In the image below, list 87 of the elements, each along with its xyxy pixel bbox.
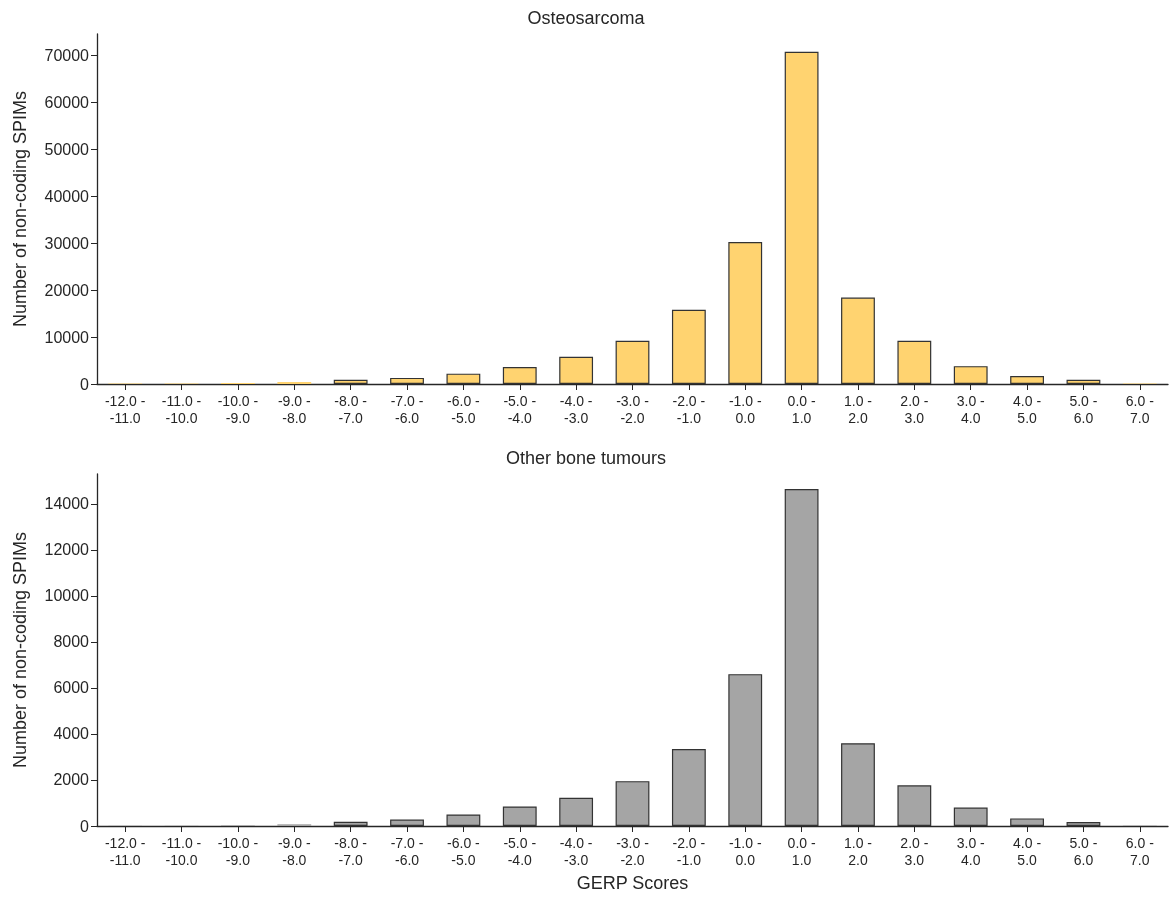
bar <box>953 807 988 826</box>
x-tick-label: -5.0 - -4.0 <box>503 392 537 426</box>
x-tick-label: -10.0 - -9.0 <box>217 834 259 868</box>
x-tick-label: -4.0 - -3.0 <box>559 392 593 426</box>
x-tick-label: 5.0 - 6.0 <box>1069 392 1098 426</box>
x-axis-title: GERP Scores <box>576 873 689 893</box>
y-tick-label: 10000 <box>44 328 90 346</box>
x-tick-label: -4.0 - -3.0 <box>559 834 593 868</box>
bar <box>615 340 650 384</box>
bar <box>559 797 594 826</box>
x-tick-label: 4.0 - 5.0 <box>1013 834 1042 868</box>
x-tick-label: -11.0 - -10.0 <box>161 392 202 426</box>
x-tick-label: -9.0 - -8.0 <box>277 834 311 868</box>
x-tick-label: -11.0 - -10.0 <box>161 834 202 868</box>
x-tick-label: -7.0 - -6.0 <box>390 834 424 868</box>
x-tick-label: 5.0 - 6.0 <box>1069 834 1098 868</box>
bar <box>671 748 706 826</box>
y-tick-label: 12000 <box>44 541 90 559</box>
x-tick-label: 3.0 - 4.0 <box>956 392 986 426</box>
bar <box>446 814 481 826</box>
bar <box>897 785 932 826</box>
x-tick-label: 2.0 - 3.0 <box>900 834 929 868</box>
y-tick-label: 4000 <box>53 725 90 743</box>
bar <box>784 488 819 826</box>
x-tick-label: -6.0 - -5.0 <box>447 834 481 868</box>
x-tick-label: 3.0 - 4.0 <box>956 834 986 868</box>
x-tick-label: -7.0 - -6.0 <box>390 392 424 426</box>
y-tick-label: 30000 <box>44 234 90 252</box>
x-tick-label: -9.0 - -8.0 <box>277 392 311 426</box>
bar <box>841 743 875 826</box>
x-tick-label: 1.0 - 2.0 <box>843 392 873 426</box>
y-tick-label: 20000 <box>44 281 90 299</box>
x-tick-label: -3.0 - -2.0 <box>616 834 650 868</box>
y-tick-label: 6000 <box>53 679 90 697</box>
x-tick-label: 4.0 - 5.0 <box>1013 392 1042 426</box>
x-tick-label: 0.0 - 1.0 <box>787 392 816 426</box>
x-tick-label: -8.0 - -7.0 <box>334 834 368 868</box>
bar <box>390 377 424 384</box>
y-tick-label: 60000 <box>44 93 90 111</box>
bar <box>728 674 763 826</box>
bar <box>502 806 537 826</box>
y-axis-title: Number of non-coding SPIMs <box>10 90 30 328</box>
x-tick-label: 6.0 - 7.0 <box>1125 834 1155 868</box>
y-tick-label: 40000 <box>44 187 90 205</box>
y-tick-label: 50000 <box>44 140 90 158</box>
x-tick-label: 2.0 - 3.0 <box>900 392 929 426</box>
x-tick-label: -10.0 - -9.0 <box>217 392 259 426</box>
bar <box>728 242 763 384</box>
x-tick-label: -12.0 - -11.0 <box>104 834 146 868</box>
x-tick-label: -12.0 - -11.0 <box>104 392 146 426</box>
bar <box>1066 822 1101 826</box>
bar <box>953 366 988 384</box>
bar <box>784 51 819 384</box>
bar <box>1010 376 1044 384</box>
bar <box>1066 379 1101 384</box>
bar <box>333 379 368 384</box>
x-tick-label: -2.0 - -1.0 <box>672 834 706 868</box>
chart-title: Osteosarcoma <box>527 8 646 28</box>
x-tick-label: -1.0 - 0.0 <box>728 834 762 868</box>
bar <box>1010 818 1044 826</box>
y-tick-label: 2000 <box>53 771 90 789</box>
y-tick-label: 8000 <box>53 633 90 651</box>
x-tick-label: -5.0 - -4.0 <box>503 834 537 868</box>
y-tick-label: 14000 <box>44 495 90 513</box>
chart-title: Other bone tumours <box>505 448 667 468</box>
bar <box>671 309 706 384</box>
bar <box>390 819 424 826</box>
y-tick-label: 10000 <box>44 587 90 605</box>
x-tick-label: -1.0 - 0.0 <box>728 392 762 426</box>
bar <box>897 340 932 384</box>
y-axis-title: Number of non-coding SPIMs <box>10 531 30 769</box>
y-tick-label: 70000 <box>44 46 90 64</box>
x-tick-label: -2.0 - -1.0 <box>672 392 706 426</box>
bar <box>446 373 481 384</box>
y-tick-label: 0 <box>80 817 90 835</box>
x-tick-label: 1.0 - 2.0 <box>843 834 873 868</box>
y-tick-label: 0 <box>80 375 90 393</box>
x-tick-label: -3.0 - -2.0 <box>616 392 650 426</box>
bar <box>502 367 537 384</box>
bar <box>841 297 875 384</box>
x-tick-label: -6.0 - -5.0 <box>447 392 481 426</box>
bar <box>559 356 594 384</box>
x-tick-label: -8.0 - -7.0 <box>334 392 368 426</box>
x-tick-label: 6.0 - 7.0 <box>1125 392 1155 426</box>
bar <box>333 821 368 826</box>
x-tick-label: 0.0 - 1.0 <box>787 834 816 868</box>
bar <box>615 781 650 826</box>
